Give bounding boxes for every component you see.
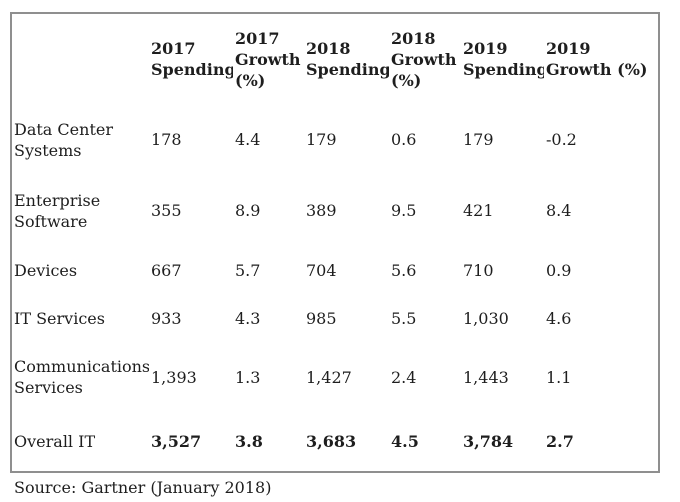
cell-value: 1,427 xyxy=(306,367,352,387)
cell-value: -0.2 xyxy=(546,130,577,149)
cell-value: 179 xyxy=(306,130,337,149)
spending-table-container: 2017 Spending 2017 Growth (%) 2018 Spend… xyxy=(10,12,660,473)
column-header-2018-spending: 2018 Spending xyxy=(306,39,389,79)
cell-value: 179 xyxy=(463,130,494,149)
cell-value: 1.3 xyxy=(235,367,261,387)
cell-value: 4.3 xyxy=(235,308,261,328)
column-header-segment xyxy=(12,14,149,104)
source-caption: Source: Gartner (January 2018) xyxy=(14,478,272,497)
cell-value: 1.1 xyxy=(546,367,572,387)
cell-value: 5.6 xyxy=(391,260,417,280)
cell-value: 933 xyxy=(151,308,182,328)
cell-value: 3,784 xyxy=(463,432,514,451)
cell-value: 667 xyxy=(151,260,182,280)
column-header-2019-growth: 2019 Growth (%) xyxy=(546,39,648,79)
cell-value: 178 xyxy=(151,130,182,149)
row-label: IT Services xyxy=(14,308,105,328)
row-label: Overall IT xyxy=(14,432,96,451)
row-label: Devices xyxy=(14,260,78,280)
cell-value: 8.4 xyxy=(546,201,572,220)
cell-value: 1,393 xyxy=(151,367,197,387)
cell-value: 1,030 xyxy=(463,308,509,328)
row-label: Communications Services xyxy=(14,357,149,397)
cell-value: 3.8 xyxy=(235,432,263,451)
cell-value: 704 xyxy=(306,260,337,280)
column-header-2018-growth: 2018 Growth (%) xyxy=(391,28,457,90)
table-row-overall-it: Overall IT 3,527 3.8 3,683 4.5 3,784 2.7 xyxy=(12,412,658,471)
cell-value: 2.4 xyxy=(391,367,417,387)
table-row-devices: Devices 667 5.7 704 5.6 710 0.9 xyxy=(12,246,658,294)
cell-value: 985 xyxy=(306,308,337,328)
cell-value: 389 xyxy=(306,201,337,220)
cell-value: 5.5 xyxy=(391,308,417,328)
cell-value: 3,683 xyxy=(306,432,357,451)
cell-value: 9.5 xyxy=(391,201,417,220)
cell-value: 1,443 xyxy=(463,367,509,387)
cell-value: 5.7 xyxy=(235,260,261,280)
cell-value: 4.6 xyxy=(546,308,572,328)
cell-value: 3,527 xyxy=(151,432,202,451)
table-row-enterprise-software: Enterprise Software 355 8.9 389 9.5 421 … xyxy=(12,175,658,246)
cell-value: 8.9 xyxy=(235,201,261,220)
table-row-data-center-systems: Data Center Systems 178 4.4 179 0.6 179 … xyxy=(12,104,658,175)
column-header-2019-spending: 2019 Spending xyxy=(463,39,544,79)
column-header-2017-spending: 2017 Spending xyxy=(151,39,233,79)
it-spending-table: 2017 Spending 2017 Growth (%) 2018 Spend… xyxy=(12,14,658,471)
cell-value: 4.4 xyxy=(235,130,261,149)
cell-value: 2.7 xyxy=(546,432,574,451)
table-row-it-services: IT Services 933 4.3 985 5.5 1,030 4.6 xyxy=(12,294,658,342)
column-header-2017-growth: 2017 Growth (%) xyxy=(235,28,301,90)
cell-value: 421 xyxy=(463,201,494,220)
cell-value: 355 xyxy=(151,201,182,220)
table-row-communications-services: Communications Services 1,393 1.3 1,427 … xyxy=(12,342,658,412)
cell-value: 0.6 xyxy=(391,130,417,149)
cell-value: 710 xyxy=(463,260,494,280)
cell-value: 4.5 xyxy=(391,432,419,451)
header-row: 2017 Spending 2017 Growth (%) 2018 Spend… xyxy=(12,14,658,104)
cell-value: 0.9 xyxy=(546,260,572,280)
row-label: Data Center Systems xyxy=(14,119,113,160)
row-label: Enterprise Software xyxy=(14,190,101,231)
